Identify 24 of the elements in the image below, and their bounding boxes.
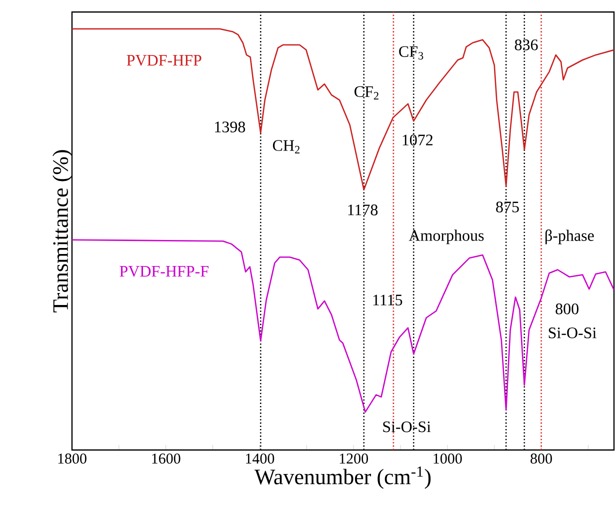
annotation: 800 (556, 304, 578, 314)
annotation: 1178 (348, 204, 378, 216)
annotation: 875 (496, 202, 519, 212)
annotation: CH$_{2}$ (272, 140, 300, 154)
annotation: β-phase (546, 230, 594, 244)
series-label: PVDF-HFP (126, 55, 202, 66)
x-tick-label: 1200 (340, 454, 368, 464)
x-axis-title: Wavenumber (cm$^{-1}$) (254, 466, 431, 489)
annotation: Si-O-Si (383, 421, 431, 432)
x-tick-label: 1600 (152, 454, 180, 464)
annotation: Si-O-Si (548, 328, 596, 338)
series-label: PVDF-HFP-F (120, 266, 208, 277)
annotation: Amorphous (408, 230, 484, 244)
x-tick-label: 800 (530, 454, 552, 464)
y-axis-title: Transmittance (%) (52, 150, 72, 312)
annotation: 836 (514, 39, 538, 50)
annotation: CF$_{3}$ (399, 46, 424, 60)
annotation: CF$_{2}$ (354, 86, 378, 100)
annotation: 1398 (215, 122, 246, 132)
annotation: 1072 (402, 134, 432, 146)
x-tick-label: 1000 (434, 454, 462, 464)
x-tick-label: 1800 (58, 454, 86, 464)
annotation: 1115 (373, 294, 402, 306)
x-tick-label: 1400 (246, 454, 274, 464)
